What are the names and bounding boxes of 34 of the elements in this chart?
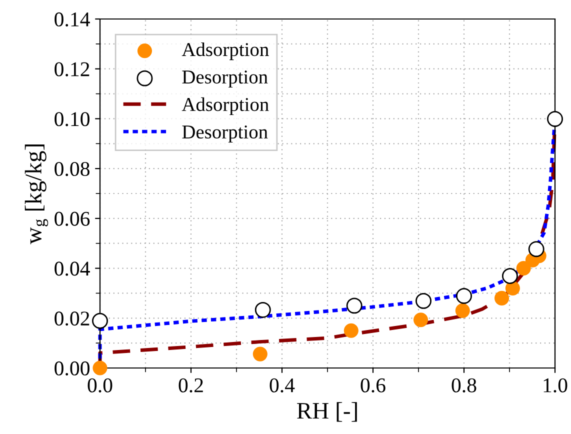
legend-label: Desorption (182, 125, 268, 143)
y-tick-label: 0.10 (54, 112, 90, 126)
x-tick-label: 1.0 (544, 378, 568, 392)
legend-label: Adsorption (182, 42, 269, 60)
point (528, 241, 544, 258)
point (455, 303, 470, 318)
point (494, 290, 510, 306)
y-tick-label: 0.14 (54, 12, 90, 27)
x-axis-title: RH [-] (297, 402, 357, 422)
point (502, 268, 518, 284)
point (456, 288, 472, 304)
point (413, 312, 428, 328)
x-tick-label: 0.2 (178, 378, 203, 392)
point (547, 110, 563, 127)
y-tick-label: 0.04 (54, 262, 90, 276)
y-tick-label: 0.08 (54, 162, 90, 176)
point (344, 323, 358, 338)
legend-label: Desorption (182, 70, 268, 88)
point (252, 346, 268, 362)
point (92, 312, 108, 329)
y-tick-label: 0.02 (54, 312, 90, 326)
legend-label: Adsorption (182, 97, 269, 116)
y-axis-title: w$_{g}$ [kg/kg] (24, 144, 48, 244)
x-tick-label: 0.6 (360, 378, 386, 392)
point (416, 292, 432, 309)
x-tick-label: 0.0 (88, 378, 112, 392)
point (92, 360, 108, 376)
point (346, 298, 362, 314)
y-tick-label: 0.06 (54, 212, 90, 226)
y-tick-label: 0.12 (54, 62, 90, 76)
y-tick-label: 0.00 (54, 361, 90, 376)
point (516, 261, 531, 276)
x-tick-label: 0.8 (452, 378, 476, 392)
x-tick-label: 0.4 (270, 378, 295, 392)
